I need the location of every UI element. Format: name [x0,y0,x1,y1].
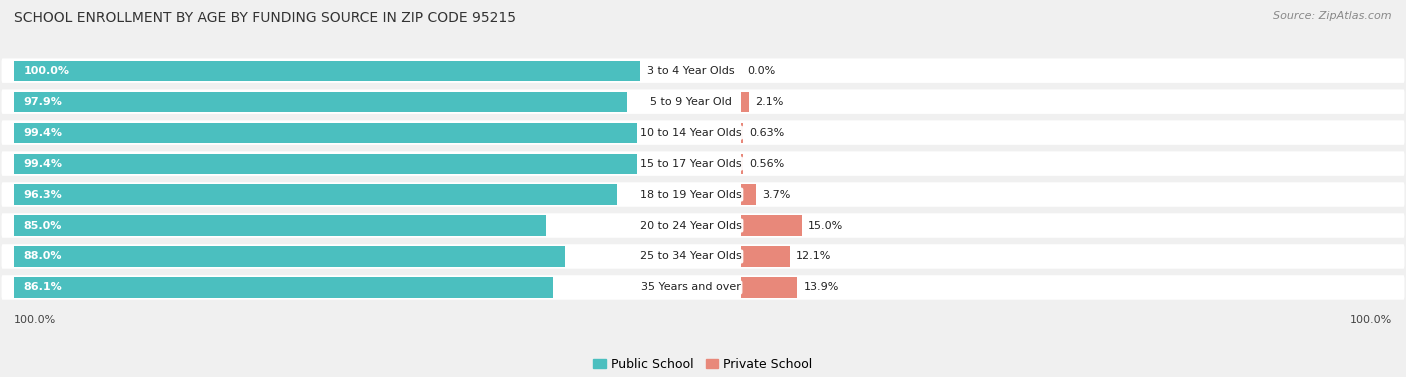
Bar [14,247,565,267]
Text: 100.0%: 100.0% [14,315,56,325]
Text: SCHOOL ENROLLMENT BY AGE BY FUNDING SOURCE IN ZIP CODE 95215: SCHOOL ENROLLMENT BY AGE BY FUNDING SOUR… [14,11,516,25]
Text: 100.0%: 100.0% [24,66,69,76]
Text: 85.0%: 85.0% [24,221,62,230]
Bar [741,184,755,205]
Text: 97.9%: 97.9% [24,97,62,107]
Text: 25 to 34 Year Olds: 25 to 34 Year Olds [640,251,741,262]
Text: 0.0%: 0.0% [747,66,775,76]
FancyBboxPatch shape [1,120,1405,145]
Text: 86.1%: 86.1% [24,282,62,293]
Text: 96.3%: 96.3% [24,190,62,199]
Bar [741,92,749,112]
Text: 12.1%: 12.1% [796,251,831,262]
Text: 5 to 9 Year Old: 5 to 9 Year Old [650,97,731,107]
FancyBboxPatch shape [1,151,1405,176]
FancyBboxPatch shape [1,213,1405,238]
Bar [741,277,797,297]
FancyBboxPatch shape [1,182,1405,207]
Bar [741,247,790,267]
Bar [14,123,637,143]
Text: 35 Years and over: 35 Years and over [641,282,741,293]
Bar [14,277,554,297]
Text: Source: ZipAtlas.com: Source: ZipAtlas.com [1274,11,1392,21]
Text: 88.0%: 88.0% [24,251,62,262]
Text: 0.56%: 0.56% [749,159,785,169]
Text: 0.63%: 0.63% [749,128,785,138]
Legend: Public School, Private School: Public School, Private School [588,353,818,376]
FancyBboxPatch shape [1,275,1405,300]
Bar [741,123,744,143]
Text: 15.0%: 15.0% [808,221,844,230]
FancyBboxPatch shape [1,89,1405,114]
Text: 3.7%: 3.7% [762,190,790,199]
Text: 99.4%: 99.4% [24,128,62,138]
Text: 18 to 19 Year Olds: 18 to 19 Year Olds [640,190,741,199]
Text: 15 to 17 Year Olds: 15 to 17 Year Olds [640,159,741,169]
Text: 100.0%: 100.0% [1350,315,1392,325]
Bar [14,92,627,112]
Bar [14,184,617,205]
Text: 3 to 4 Year Olds: 3 to 4 Year Olds [647,66,734,76]
Bar [741,216,801,236]
Bar [14,216,547,236]
Text: 20 to 24 Year Olds: 20 to 24 Year Olds [640,221,741,230]
Text: 2.1%: 2.1% [755,97,783,107]
Text: 10 to 14 Year Olds: 10 to 14 Year Olds [640,128,741,138]
FancyBboxPatch shape [1,244,1405,269]
FancyBboxPatch shape [1,58,1405,83]
Text: 99.4%: 99.4% [24,159,62,169]
Text: 13.9%: 13.9% [803,282,839,293]
Bar [14,153,637,174]
Bar [741,153,742,174]
Bar [14,61,640,81]
